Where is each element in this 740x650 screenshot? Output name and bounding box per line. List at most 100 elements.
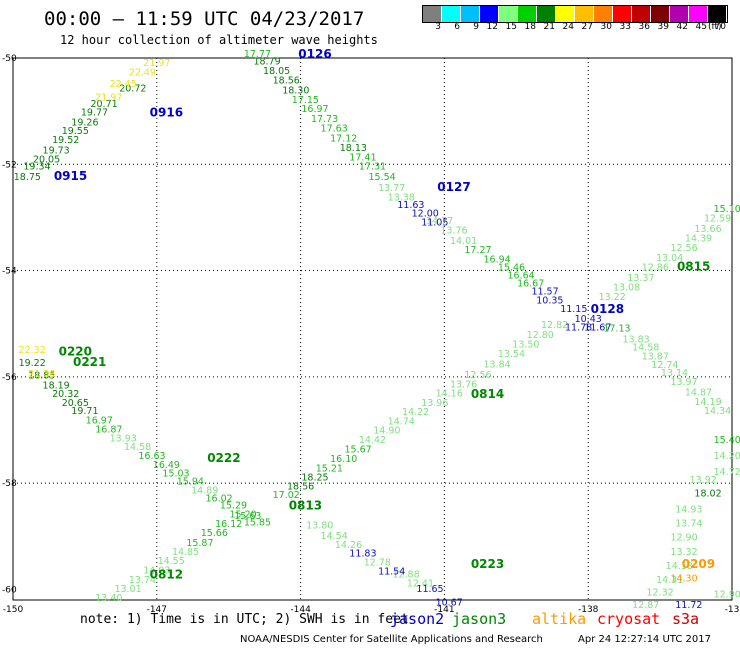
swh-value-label: 22.49 (129, 68, 156, 79)
swh-value-label: 14.19 (694, 397, 721, 408)
swh-value-label: 16.64 (507, 271, 534, 282)
swh-value-label: 17.12 (330, 133, 357, 144)
swh-value-label: 18.19 (43, 381, 70, 392)
swh-value-label: 18.25 (301, 472, 328, 483)
legend-jason2: jason2 (390, 610, 445, 628)
swh-value-label: 12.86 (642, 263, 669, 274)
color-scale (422, 5, 728, 23)
swh-value-label: 16.10 (330, 454, 357, 465)
scale-label: 21 (543, 22, 555, 32)
legend-altika: altika (532, 610, 587, 628)
swh-value-label: 13.77 (378, 183, 405, 194)
swh-value-label: 15.20 (229, 510, 256, 521)
swh-value-label: 18.02 (694, 488, 721, 499)
scale-label: 45 (695, 22, 707, 32)
swh-value-label: 12.90 (670, 532, 697, 543)
footer-generated: Apr 24 12:27:14 UTC 2017 (578, 634, 711, 645)
swh-value-label: 14.85 (172, 547, 199, 558)
swh-value-label: 22.45 (110, 79, 137, 90)
scale-label: 24 (562, 22, 574, 32)
swh-value-label: 19.52 (52, 135, 79, 146)
scale-label: 3 (435, 22, 441, 32)
swh-value-label: 18.05 (263, 66, 290, 77)
swh-value-label: 17.63 (321, 123, 348, 134)
swh-value-label: 16.02 (206, 494, 233, 505)
swh-value-label: 16.67 (517, 278, 544, 289)
swh-value-label: 15.63 (234, 511, 261, 522)
swh-value-label: 14.55 (158, 556, 185, 567)
swh-value-label: 17.27 (464, 245, 491, 256)
swh-value-label: 22.32 (19, 345, 46, 356)
color-scale-labels: 3 6 9 12 15 18 21 24 27 30 33 36 39 42 45 70 (422, 22, 726, 32)
scale-label: 33 (619, 22, 631, 32)
swh-value-label: 14.58 (124, 442, 151, 453)
swh-value-label: 13.38 (388, 192, 415, 203)
swh-value-label: 13.93 (110, 434, 137, 445)
scale-swatch (575, 6, 594, 22)
scale-swatch (461, 6, 480, 22)
scale-swatch (594, 6, 613, 22)
swh-value-label: 15.85 (244, 518, 271, 529)
swh-value-label: 14.90 (373, 426, 400, 437)
swh-value-label: 11.15 (560, 304, 587, 315)
swh-value-label: 11.72 (675, 600, 702, 611)
swh-value-label: 12.56 (464, 370, 491, 381)
swh-value-label: 14.34 (704, 406, 731, 417)
swh-value-label: 21.97 (95, 93, 122, 104)
swh-value-label: 19.73 (43, 146, 70, 157)
swh-value-label: 13.01 (114, 584, 141, 595)
scale-label: 27 (581, 22, 593, 32)
swh-value-label: 12.88 (392, 570, 419, 581)
swh-value-label: 14.03 (143, 565, 170, 576)
scale-label: 18 (524, 22, 536, 32)
swh-value-label: 13.32 (670, 547, 697, 558)
pass-time-label: 0220 (59, 345, 92, 359)
scale-label: 42 (676, 22, 688, 32)
swh-value-label: 13.14 (661, 368, 688, 379)
swh-value-label: 17.31 (359, 162, 386, 173)
swh-value-label: 14.31 (656, 575, 683, 586)
swh-value-label: 14.89 (191, 486, 218, 497)
pass-time-label: 0915 (54, 169, 87, 183)
swh-value-label: 12.56 (670, 243, 697, 254)
scale-swatch (632, 6, 651, 22)
scale-label: 70 (714, 22, 726, 32)
page-subtitle: 12 hour collection of altimeter wave hei… (60, 33, 378, 47)
swh-value-label: 12.87 (632, 600, 659, 611)
swh-value-label: 20.65 (62, 398, 89, 409)
swh-value-label: 15.29 (220, 501, 247, 512)
plot-frame (12, 57, 733, 601)
swh-value-label: 19.26 (71, 117, 98, 128)
swh-value-label: 13.54 (498, 349, 525, 360)
swh-value-label: 18.13 (340, 143, 367, 154)
swh-value-label: 15.87 (186, 538, 213, 549)
y-tick-label: -60 (2, 585, 17, 595)
swh-value-label: 14.22 (402, 407, 429, 418)
pass-time-label: 0223 (471, 557, 504, 571)
swh-value-label: 12.82 (541, 320, 568, 331)
swh-value-label: 13.92 (690, 475, 717, 486)
pass-time-label: 0126 (298, 47, 331, 61)
swh-value-label: 17.13 (603, 324, 630, 335)
swh-value-label: 15.21 (316, 463, 343, 474)
swh-value-label: 19.77 (81, 107, 108, 118)
swh-value-label: 14.58 (632, 342, 659, 353)
swh-value-label: 15.03 (162, 469, 189, 480)
scale-swatch (651, 6, 670, 22)
x-tick-label: -138 (578, 605, 599, 615)
swh-value-label: 14.18 (666, 561, 693, 572)
swh-value-label: 18.85 (28, 370, 55, 381)
swh-value-label: 10.43 (575, 314, 602, 325)
y-tick-label: -58 (2, 479, 17, 489)
swh-value-label: 14.54 (321, 531, 348, 542)
scale-label: 6 (454, 22, 460, 32)
swh-value-label: 16.63 (138, 451, 165, 462)
scale-swatch (670, 6, 689, 22)
swh-value-label: 18.56 (273, 76, 300, 87)
swh-value-label: 12.32 (646, 588, 673, 599)
footer-note: note: 1) Time is in UTC; 2) SWH is in fe… (80, 612, 409, 627)
scale-swatch (537, 6, 556, 22)
swh-value-label: 13.74 (129, 575, 156, 586)
scale-swatch (708, 6, 727, 22)
pass-time-label: 0221 (73, 355, 106, 369)
